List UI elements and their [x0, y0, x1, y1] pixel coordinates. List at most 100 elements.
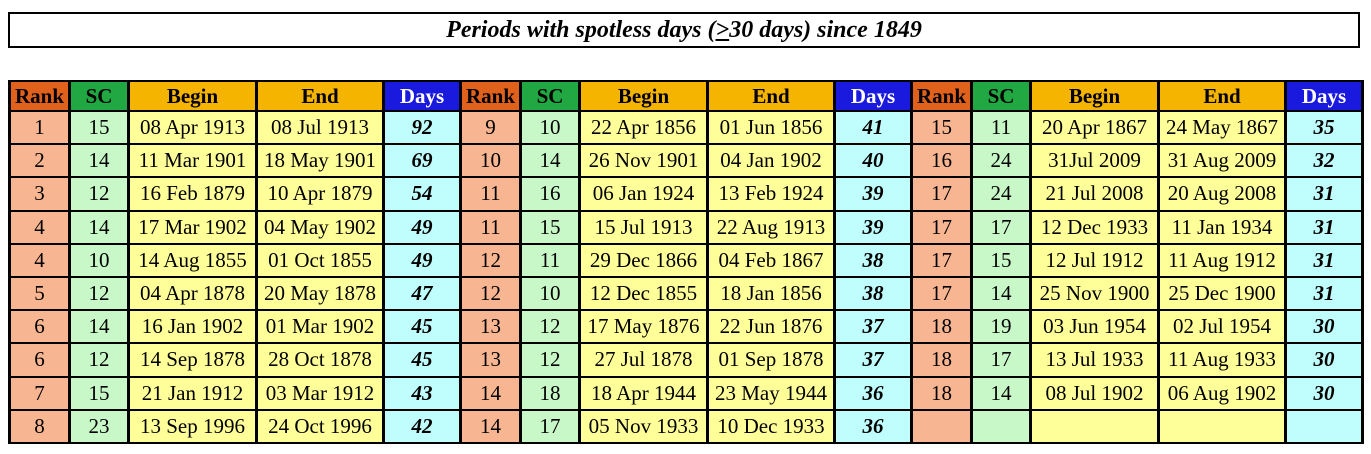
days-cell: 37 [836, 344, 910, 376]
begin-cell: 16 Feb 1879 [130, 178, 255, 210]
begin-header: Begin [581, 82, 706, 110]
days-cell: 47 [385, 277, 459, 310]
days-cell: 49 [385, 211, 459, 243]
end-cell: 11 Aug 1912 [1160, 244, 1284, 276]
days-cell: 41 [836, 112, 910, 144]
title-prefix: Periods with spotless days ( [446, 16, 716, 43]
days-cell: 30 [1287, 311, 1361, 343]
begin-cell: 16 Jan 1902 [130, 311, 255, 343]
rank-cell: 7 [11, 377, 68, 409]
rank-header: Rank [913, 82, 970, 110]
begin-cell: 17 Mar 1902 [130, 211, 255, 243]
rank-cell: 17 [913, 211, 970, 243]
rank-cell: 17 [913, 178, 970, 210]
end-cell: 08 Jul 1913 [258, 112, 382, 144]
rank-cell: 5 [11, 277, 68, 310]
days-cell: 69 [385, 145, 459, 177]
rank-cell: 6 [11, 311, 68, 343]
begin-cell: 31Jul 2009 [1032, 145, 1157, 177]
days-cell: 37 [836, 311, 910, 343]
sc-cell: 12 [522, 311, 578, 343]
begin-cell: 04 Apr 1878 [130, 277, 255, 310]
end-cell: 06 Aug 1902 [1160, 377, 1284, 409]
days-cell: 31 [1287, 178, 1361, 210]
days-header: Days [385, 82, 459, 110]
end-cell: 10 Dec 1933 [709, 410, 833, 442]
sc-cell: 24 [973, 145, 1029, 177]
end-cell: 10 Apr 1879 [258, 178, 382, 210]
sc-cell: 10 [522, 112, 578, 144]
sc-cell: 10 [522, 277, 578, 310]
days-cell: 45 [385, 344, 459, 376]
rank-cell: 13 [462, 311, 519, 343]
end-cell [1160, 410, 1284, 442]
days-cell: 31 [1287, 211, 1361, 243]
begin-cell: 13 Jul 1933 [1032, 344, 1157, 376]
days-header: Days [1287, 82, 1361, 110]
sc-cell: 17 [973, 344, 1029, 376]
begin-cell: 03 Jun 1954 [1032, 311, 1157, 343]
end-cell: 20 Aug 2008 [1160, 178, 1284, 210]
sc-cell: 17 [973, 211, 1029, 243]
begin-cell: 08 Apr 1913 [130, 112, 255, 144]
sc-cell: 14 [973, 277, 1029, 310]
begin-cell: 06 Jan 1924 [581, 178, 706, 210]
sc-cell: 19 [973, 311, 1029, 343]
begin-cell: 18 Apr 1944 [581, 377, 706, 409]
begin-cell: 05 Nov 1933 [581, 410, 706, 442]
begin-header: Begin [130, 82, 255, 110]
greater-equal-symbol: > [715, 16, 730, 43]
days-cell: 38 [836, 277, 910, 310]
rank-cell: 4 [11, 211, 68, 243]
sc-cell: 15 [973, 244, 1029, 276]
sc-cell: 24 [973, 178, 1029, 210]
days-cell: 32 [1287, 145, 1361, 177]
end-cell: 03 Mar 1912 [258, 377, 382, 409]
spotless-periods-table: Rank SC Begin End Days Rank SC Begin End… [8, 80, 1364, 444]
end-cell: 18 Jan 1856 [709, 277, 833, 310]
days-cell: 38 [836, 244, 910, 276]
sc-cell: 14 [973, 377, 1029, 409]
begin-cell: 12 Jul 1912 [1032, 244, 1157, 276]
rank-cell: 11 [462, 178, 519, 210]
rank-cell: 14 [462, 410, 519, 442]
days-cell: 92 [385, 112, 459, 144]
begin-cell: 20 Apr 1867 [1032, 112, 1157, 144]
sc-cell: 15 [71, 112, 127, 144]
sc-header: SC [71, 82, 127, 110]
begin-cell: 11 Mar 1901 [130, 145, 255, 177]
end-header: End [709, 82, 833, 110]
begin-cell: 26 Nov 1901 [581, 145, 706, 177]
rank-cell: 16 [913, 145, 970, 177]
begin-cell: 17 May 1876 [581, 311, 706, 343]
begin-cell: 13 Sep 1996 [130, 410, 255, 442]
end-cell: 13 Feb 1924 [709, 178, 833, 210]
sc-cell: 12 [71, 277, 127, 310]
days-cell: 49 [385, 244, 459, 276]
begin-cell: 14 Sep 1878 [130, 344, 255, 376]
sc-cell [973, 410, 1029, 442]
rank-cell: 17 [913, 277, 970, 310]
end-cell: 22 Jun 1876 [709, 311, 833, 343]
days-cell: 36 [836, 410, 910, 442]
days-cell: 36 [836, 377, 910, 409]
sc-cell: 18 [522, 377, 578, 409]
rank-cell: 9 [462, 112, 519, 144]
table-row: 1 15 08 Apr 1913 08 Jul 1913 92 9 10 22 Apr 185… [11, 112, 1361, 144]
begin-cell: 22 Apr 1856 [581, 112, 706, 144]
rank-cell: 1 [11, 112, 68, 144]
days-cell: 42 [385, 410, 459, 442]
days-cell: 31 [1287, 277, 1361, 310]
days-header: Days [836, 82, 910, 110]
sc-cell: 16 [522, 178, 578, 210]
rank-cell: 12 [462, 244, 519, 276]
days-cell [1287, 410, 1361, 442]
begin-cell: 25 Nov 1900 [1032, 277, 1157, 310]
days-cell: 30 [1287, 377, 1361, 409]
end-cell: 24 May 1867 [1160, 112, 1284, 144]
end-cell: 20 May 1878 [258, 277, 382, 310]
rank-cell: 11 [462, 211, 519, 243]
rank-cell: 6 [11, 344, 68, 376]
header-row: Rank SC Begin End Days Rank SC Begin End… [11, 82, 1361, 110]
rank-cell: 8 [11, 410, 68, 442]
